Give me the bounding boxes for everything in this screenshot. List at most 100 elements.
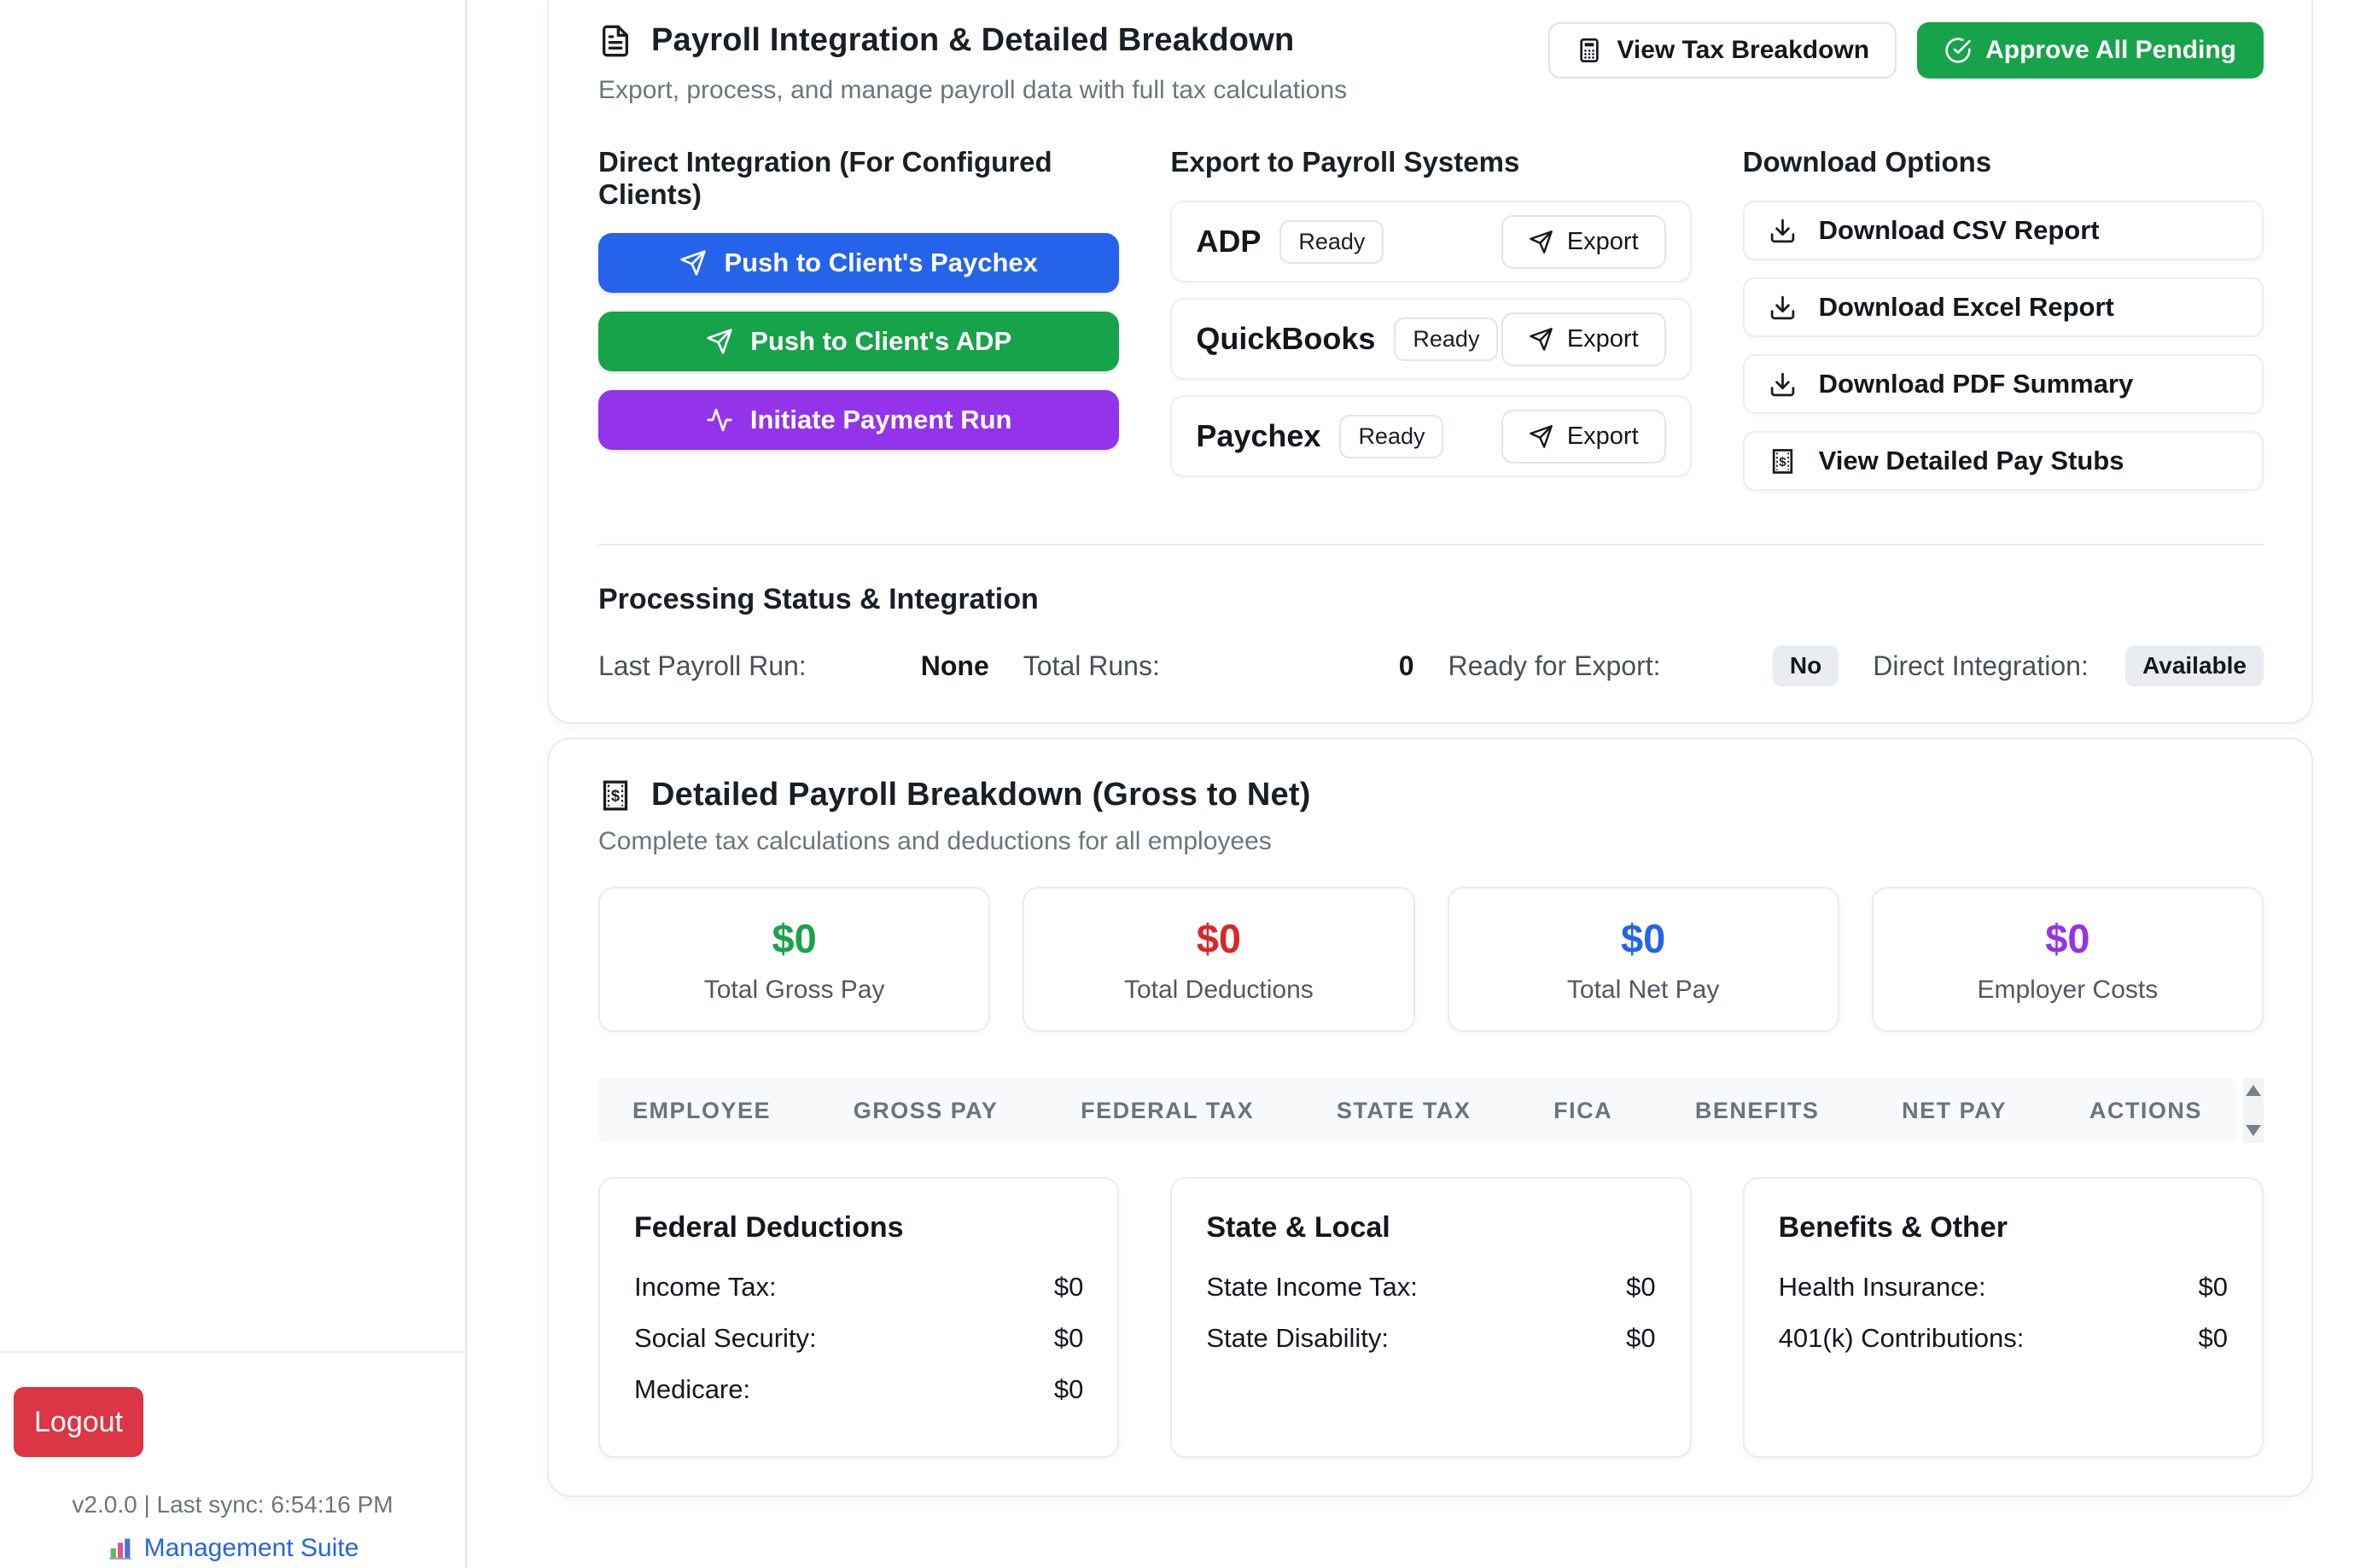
export-label: Export	[1566, 324, 1639, 353]
column-header-federal-tax: FEDERAL TAX	[1081, 1097, 1255, 1123]
view-tax-breakdown-button[interactable]: View Tax Breakdown	[1548, 22, 1897, 79]
export-quickbooks-button[interactable]: Export	[1501, 312, 1666, 366]
summary-label: Total Net Pay	[1566, 975, 1720, 1004]
push-adp-label: Push to Client's ADP	[750, 326, 1012, 356]
detail-row-income-tax: Income Tax: $0	[634, 1272, 1083, 1303]
download-pdf-label: Download PDF Summary	[1818, 369, 2134, 399]
column-header-fica: FICA	[1553, 1097, 1613, 1123]
push-adp-button[interactable]: Push to Client's ADP	[598, 312, 1120, 371]
download-icon	[1769, 294, 1797, 322]
download-excel-label: Download Excel Report	[1818, 292, 2114, 322]
summary-label: Total Deductions	[1123, 975, 1314, 1004]
column-header-actions: ACTIONS	[2089, 1097, 2202, 1123]
detail-label: 401(k) Contributions:	[1778, 1323, 2025, 1353]
view-pay-stubs-button[interactable]: View Detailed Pay Stubs	[1742, 431, 2264, 491]
receipt-icon	[598, 778, 632, 813]
approve-all-pending-button[interactable]: Approve All Pending	[1917, 22, 2264, 79]
detail-row-state-income-tax: State Income Tax: $0	[1206, 1272, 1655, 1303]
stat-ready-for-export: Ready for Export: No	[1448, 645, 1839, 686]
scroll-up-arrow-icon[interactable]	[2246, 1085, 2261, 1096]
export-adp-button[interactable]: Export	[1501, 214, 1666, 269]
detail-label: State Disability:	[1206, 1323, 1389, 1353]
export-row-adp: ADP Ready Export	[1170, 201, 1692, 283]
detail-row-social-security: Social Security: $0	[634, 1323, 1083, 1354]
receipt-icon	[1769, 447, 1797, 475]
system-name: QuickBooks	[1196, 321, 1376, 356]
push-paychex-label: Push to Client's Paychex	[724, 248, 1038, 277]
summary-value: $0	[772, 915, 817, 961]
benefits-other-card: Benefits & Other Health Insurance: $0 40…	[1742, 1177, 2264, 1458]
download-excel-button[interactable]: Download Excel Report	[1742, 277, 2264, 337]
bar-chart-icon	[107, 1535, 134, 1562]
detail-value: $0	[2198, 1272, 2228, 1302]
stat-label: Total Runs:	[1023, 650, 1160, 681]
stat-value: None	[920, 650, 989, 681]
detail-row-state-disability: State Disability: $0	[1206, 1323, 1655, 1354]
detail-label: Medicare:	[634, 1374, 751, 1404]
stat-last-payroll-run: Last Payroll Run: None	[598, 645, 989, 686]
table-scrollbar[interactable]	[2243, 1078, 2264, 1143]
stat-label: Direct Integration:	[1873, 650, 2089, 681]
send-icon	[1529, 230, 1553, 254]
integration-card-subtitle: Export, process, and manage payroll data…	[598, 76, 1348, 104]
column-header-employee: EMPLOYEE	[632, 1097, 772, 1123]
summary-label: Total Gross Pay	[703, 975, 885, 1004]
version-text: v2.0.0 | Last sync: 6:54:16 PM	[72, 1491, 393, 1518]
export-label: Export	[1566, 227, 1639, 255]
detail-row-health-insurance: Health Insurance: $0	[1779, 1272, 2228, 1303]
detail-label: Health Insurance:	[1778, 1272, 1986, 1302]
export-paychex-button[interactable]: Export	[1501, 409, 1666, 463]
download-csv-label: Download CSV Report	[1818, 215, 2100, 245]
download-csv-button[interactable]: Download CSV Report	[1742, 201, 2264, 260]
summary-total-net-pay: $0 Total Net Pay	[1447, 887, 1839, 1032]
logout-button[interactable]: Logout	[14, 1387, 143, 1457]
export-row-quickbooks: QuickBooks Ready Export	[1170, 298, 1692, 380]
sidebar-footer: Logout v2.0.0 | Last sync: 6:54:16 PM Ma…	[0, 1351, 465, 1568]
detail-value: $0	[1053, 1272, 1084, 1302]
export-label: Export	[1566, 422, 1639, 450]
push-paychex-button[interactable]: Push to Client's Paychex	[598, 233, 1120, 293]
view-tax-breakdown-label: View Tax Breakdown	[1617, 36, 1870, 64]
send-icon	[1529, 424, 1553, 449]
stat-value: 0	[1398, 650, 1414, 681]
stat-direct-integration: Direct Integration: Available	[1873, 645, 2264, 686]
stat-total-runs: Total Runs: 0	[1023, 645, 1414, 686]
send-icon	[679, 249, 707, 277]
download-options-column: Download Options Download CSV Report Dow…	[1742, 146, 2264, 508]
detail-label: Social Security:	[634, 1323, 817, 1353]
scroll-down-arrow-icon[interactable]	[2246, 1125, 2261, 1136]
export-systems-column: Export to Payroll Systems ADP Ready Expo…	[1170, 146, 1692, 508]
main-content: Payroll Integration & Detailed Breakdown…	[467, 0, 2372, 1497]
column-header-net-pay: NET PAY	[1902, 1097, 2008, 1123]
activity-icon	[706, 406, 733, 434]
payroll-table-header: EMPLOYEE GROSS PAY FEDERAL TAX STATE TAX…	[598, 1078, 2236, 1143]
export-row-paychex: Paychex Ready Export	[1170, 395, 1692, 477]
column-header-benefits: BENEFITS	[1694, 1097, 1820, 1123]
summary-tiles: $0 Total Gross Pay $0 Total Deductions $…	[598, 887, 2264, 1032]
breakdown-card-title: Detailed Payroll Breakdown (Gross to Net…	[651, 777, 1311, 813]
export-systems-heading: Export to Payroll Systems	[1170, 146, 1520, 178]
ready-badge: Ready	[1394, 317, 1499, 361]
summary-total-deductions: $0 Total Deductions	[1023, 887, 1415, 1032]
view-pay-stubs-label: View Detailed Pay Stubs	[1818, 446, 2124, 475]
initiate-payment-run-button[interactable]: Initiate Payment Run	[598, 390, 1120, 450]
payroll-breakdown-card: Detailed Payroll Breakdown (Gross to Net…	[547, 737, 2313, 1497]
state-local-card: State & Local State Income Tax: $0 State…	[1170, 1177, 1692, 1458]
stat-label: Ready for Export:	[1448, 650, 1661, 681]
detail-card-title: State & Local	[1206, 1211, 1390, 1244]
payroll-table: EMPLOYEE GROSS PAY FEDERAL TAX STATE TAX…	[598, 1078, 2264, 1143]
summary-total-gross-pay: $0 Total Gross Pay	[598, 887, 991, 1032]
download-pdf-button[interactable]: Download PDF Summary	[1742, 354, 2264, 414]
send-icon	[1529, 327, 1553, 352]
detail-row-401k-contributions: 401(k) Contributions: $0	[1779, 1323, 2228, 1354]
ready-badge: Ready	[1279, 219, 1384, 264]
system-name: Paychex	[1196, 418, 1321, 453]
management-suite-link[interactable]: Management Suite	[14, 1534, 452, 1563]
calculator-icon	[1576, 37, 1603, 64]
stat-label: Last Payroll Run:	[598, 650, 807, 681]
initiate-payment-run-label: Initiate Payment Run	[749, 405, 1012, 434]
send-icon	[706, 328, 733, 355]
detail-value: $0	[1053, 1374, 1084, 1404]
column-header-gross-pay: GROSS PAY	[853, 1097, 999, 1123]
